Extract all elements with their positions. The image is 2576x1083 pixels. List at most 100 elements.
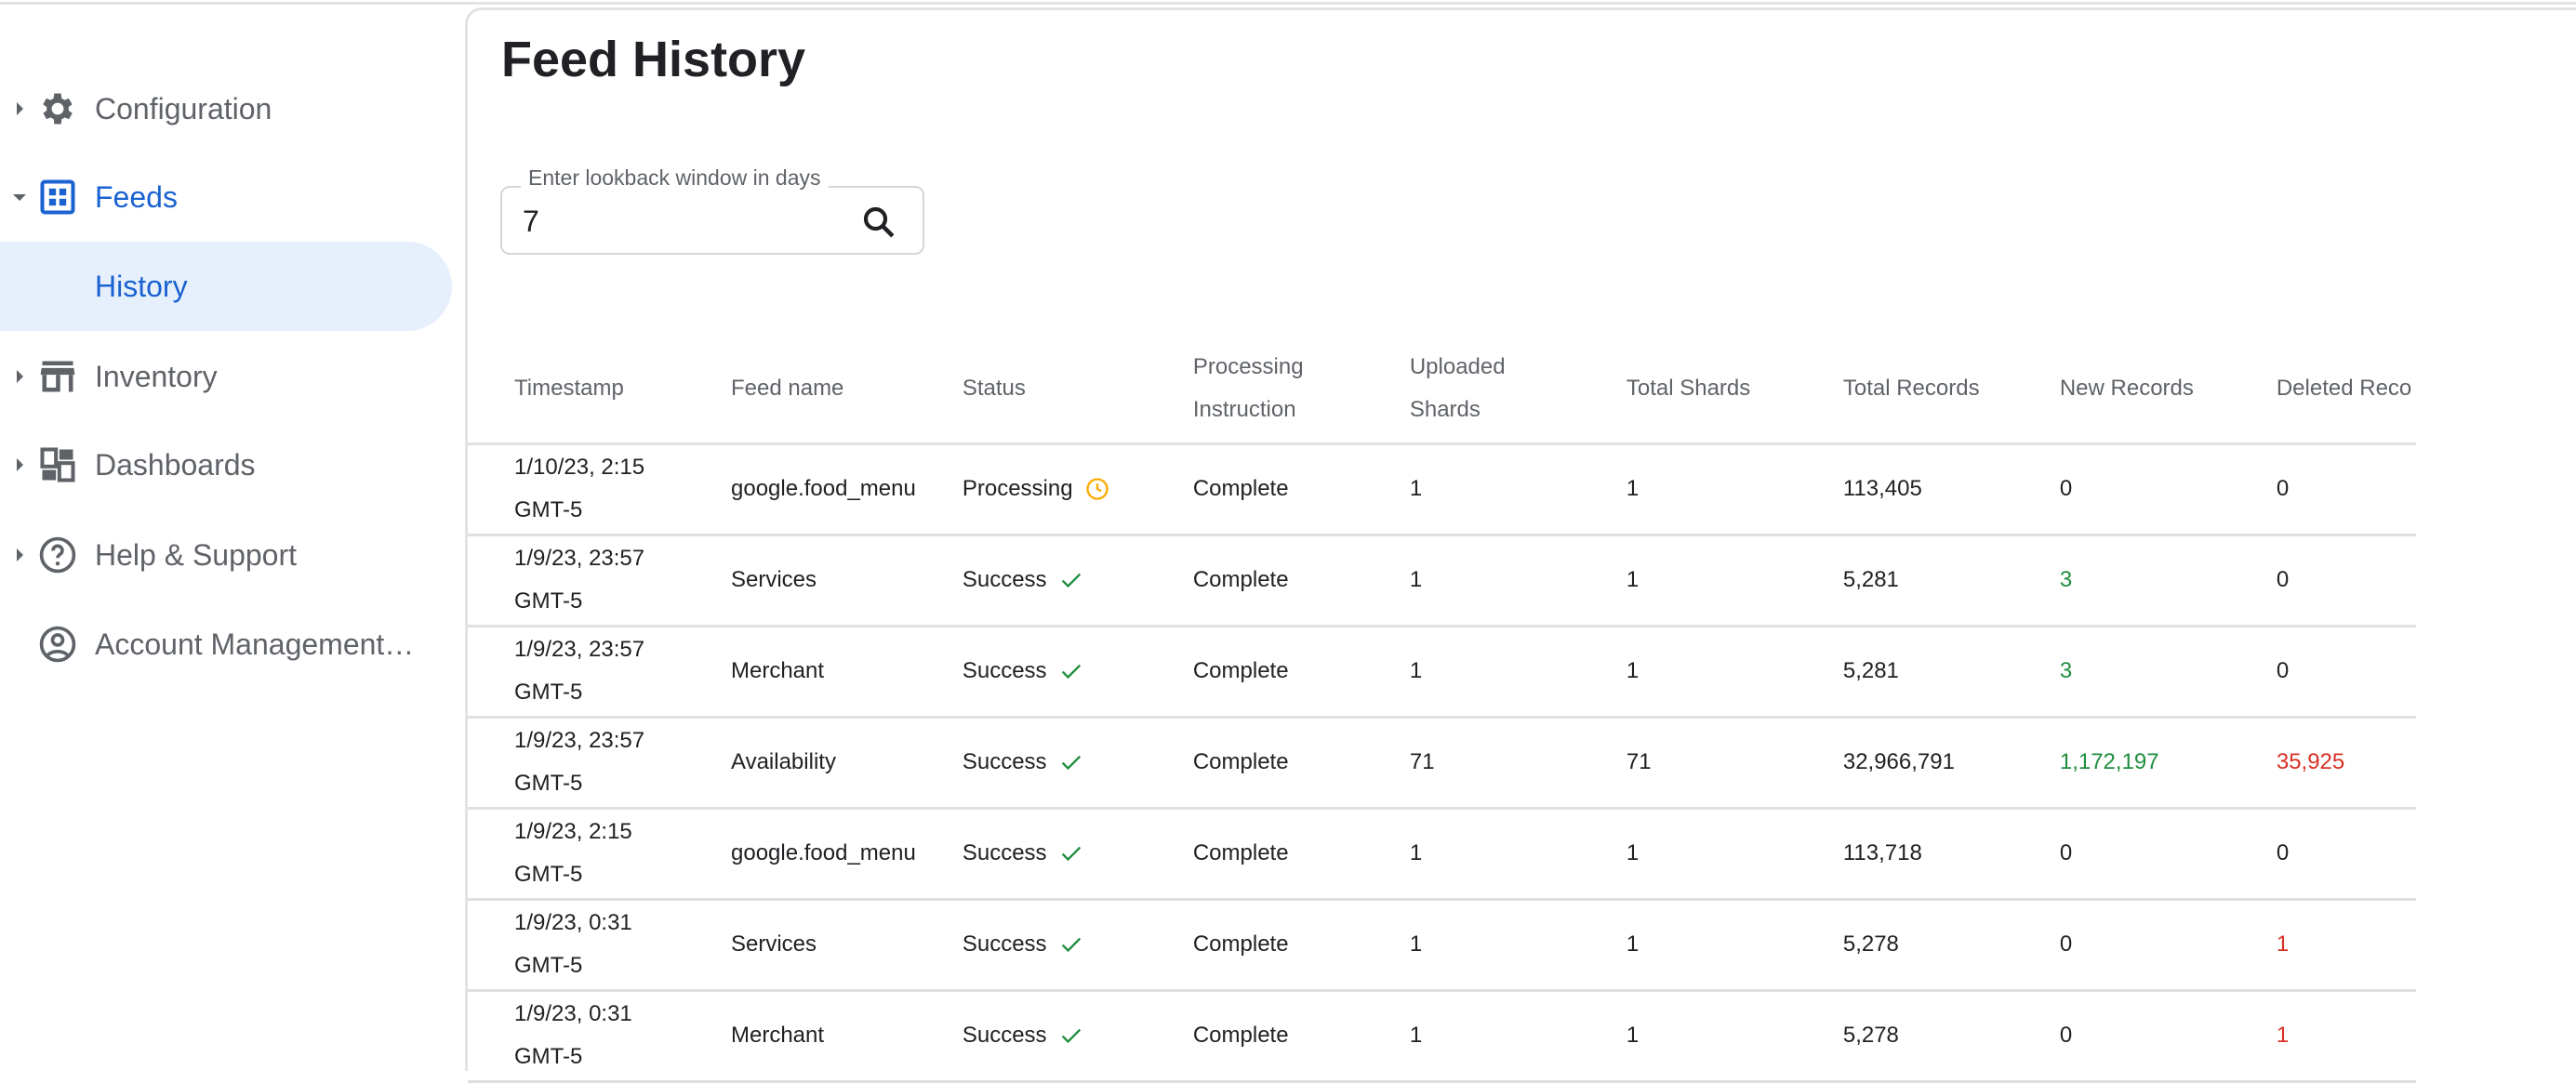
status-text: Processing <box>962 476 1073 501</box>
column-header[interactable]: Total Shards <box>1579 336 1797 445</box>
sidebar-item-feeds[interactable]: Feeds <box>0 152 452 242</box>
cell-status: Success <box>915 535 1147 627</box>
cell-instruction: Complete <box>1146 443 1363 536</box>
check-icon <box>1061 937 1081 953</box>
table-row[interactable]: 1/9/23, 23:57 GMT-5 Services Success Comple… <box>468 535 2416 627</box>
cell-uploaded: 71 <box>1362 717 1580 810</box>
cell-total_records: 5,278 <box>1796 899 2013 992</box>
cell-deleted: 0 <box>2229 535 2416 627</box>
table-row[interactable]: 1/9/23, 23:57 GMT-5 Availability Success Co… <box>468 717 2416 810</box>
sidebar: Configuration Feeds History Inventory Da… <box>0 5 465 1071</box>
sidebar-item-inventory[interactable]: Inventory <box>0 332 452 421</box>
table-row[interactable]: 1/9/23, 0:31 GMT-5 Merchant Success Complet… <box>468 990 2416 1083</box>
cell-status: Processing <box>915 443 1147 536</box>
table-header-row: Timestamp Feed name Status Processing Instr… <box>468 336 2416 445</box>
status-badge: Success <box>963 741 1084 784</box>
sidebar-item-dashboards[interactable]: Dashboards <box>0 420 452 509</box>
cell-total_shards: 1 <box>1579 899 1797 992</box>
cell-uploaded: 1 <box>1362 899 1580 992</box>
sidebar-item-history[interactable]: History <box>0 242 452 331</box>
feed-history-table: Timestamp Feed name Status Processing Instr… <box>468 336 2416 1083</box>
table-row[interactable]: 1/9/23, 0:31 GMT-5 Services Success Complet… <box>468 899 2416 992</box>
main-panel: Feed History Enter lookback window in da… <box>465 7 2576 1083</box>
cell-feed: Services <box>684 535 916 627</box>
status-badge: Success <box>963 923 1084 966</box>
cell-feed: Services <box>684 899 916 992</box>
table-row[interactable]: 1/9/23, 23:57 GMT-5 Merchant Success Comple… <box>468 626 2416 719</box>
column-header[interactable]: New Records <box>2012 336 2230 445</box>
table-row[interactable]: 1/9/23, 2:15 GMT-5 google.food_menu Succes… <box>468 808 2416 901</box>
cell-total_shards: 71 <box>1579 717 1797 810</box>
cell-total_records: 5,281 <box>1796 626 2013 719</box>
cell-status: Success <box>915 808 1147 901</box>
sidebar-item-help-support[interactable]: Help & Support <box>0 510 452 600</box>
cell-timestamp: 1/9/23, 23:57 GMT-5 <box>468 626 684 719</box>
lookback-window-field: Enter lookback window in days <box>500 165 924 255</box>
cell-new: 0 <box>2012 443 2230 536</box>
cell-uploaded: 1 <box>1362 535 1580 627</box>
status-badge: Success <box>963 559 1084 601</box>
status-text: Success <box>962 567 1047 592</box>
check-icon <box>1061 755 1081 771</box>
cell-total_records: 32,966,791 <box>1796 717 2013 810</box>
cell-total_records: 113,718 <box>1796 808 2013 901</box>
column-header[interactable]: Timestamp <box>468 336 684 445</box>
lookback-window-input[interactable] <box>523 201 839 242</box>
expand-arrow-icon <box>17 458 23 471</box>
cell-instruction: Complete <box>1146 808 1363 901</box>
lookback-window-label: Enter lookback window in days <box>521 165 829 191</box>
table-body: 1/10/23, 2:15 GMT-5 google.food_menu Proce… <box>468 443 2416 1083</box>
status-text: Success <box>962 931 1047 957</box>
cell-deleted: 0 <box>2229 808 2416 901</box>
top-divider <box>0 0 2576 5</box>
cell-total_shards: 1 <box>1579 990 1797 1083</box>
cell-feed: google.food_menu <box>684 808 916 901</box>
cell-new: 0 <box>2012 899 2230 992</box>
cell-timestamp: 1/9/23, 23:57 GMT-5 <box>468 535 684 627</box>
cell-timestamp: 1/10/23, 2:15 GMT-5 <box>468 443 684 536</box>
status-badge: Success <box>963 650 1084 693</box>
status-text: Success <box>962 658 1047 683</box>
expand-arrow-icon <box>17 370 23 383</box>
check-icon <box>1061 573 1081 588</box>
sidebar-item-account-management[interactable]: Account Management… <box>0 600 452 689</box>
cell-instruction: Complete <box>1146 899 1363 992</box>
cell-new: 0 <box>2012 990 2230 1083</box>
cell-instruction: Complete <box>1146 535 1363 627</box>
column-header[interactable]: Processing Instruction <box>1146 336 1363 445</box>
cell-total_records: 113,405 <box>1796 443 2013 536</box>
column-header[interactable]: Deleted Reco <box>2229 336 2416 445</box>
status-badge: Success <box>963 1014 1084 1057</box>
collapse-arrow-icon <box>13 193 26 201</box>
cell-status: Success <box>915 626 1147 719</box>
cell-deleted: 1 <box>2229 899 2416 992</box>
cell-deleted: 0 <box>2229 626 2416 719</box>
column-header[interactable]: Total Records <box>1796 336 2013 445</box>
cell-feed: Merchant <box>684 990 916 1083</box>
cell-uploaded: 1 <box>1362 443 1580 536</box>
column-header[interactable]: Status <box>915 336 1147 445</box>
cell-status: Success <box>915 717 1147 810</box>
cell-total_records: 5,278 <box>1796 990 2013 1083</box>
cell-feed: google.food_menu <box>684 443 916 536</box>
status-text: Success <box>962 1023 1047 1048</box>
cell-uploaded: 1 <box>1362 808 1580 901</box>
column-header[interactable]: Feed name <box>684 336 916 445</box>
cell-timestamp: 1/9/23, 23:57 GMT-5 <box>468 717 684 810</box>
search-icon[interactable] <box>859 203 898 242</box>
check-icon <box>1061 846 1081 862</box>
cell-status: Success <box>915 990 1147 1083</box>
cell-total_shards: 1 <box>1579 626 1797 719</box>
cell-instruction: Complete <box>1146 717 1363 810</box>
cell-total_shards: 1 <box>1579 535 1797 627</box>
expand-arrow-icon <box>17 102 23 115</box>
cell-deleted: 35,925 <box>2229 717 2416 810</box>
cell-new: 1,172,197 <box>2012 717 2230 810</box>
page-title: Feed History <box>501 32 806 87</box>
account-icon <box>39 626 76 663</box>
column-header[interactable]: Uploaded Shards <box>1362 336 1580 445</box>
store-icon <box>40 361 75 392</box>
table-row[interactable]: 1/10/23, 2:15 GMT-5 google.food_menu Proce… <box>468 443 2416 536</box>
cell-uploaded: 1 <box>1362 990 1580 1083</box>
sidebar-item-configuration[interactable]: Configuration <box>0 64 452 153</box>
